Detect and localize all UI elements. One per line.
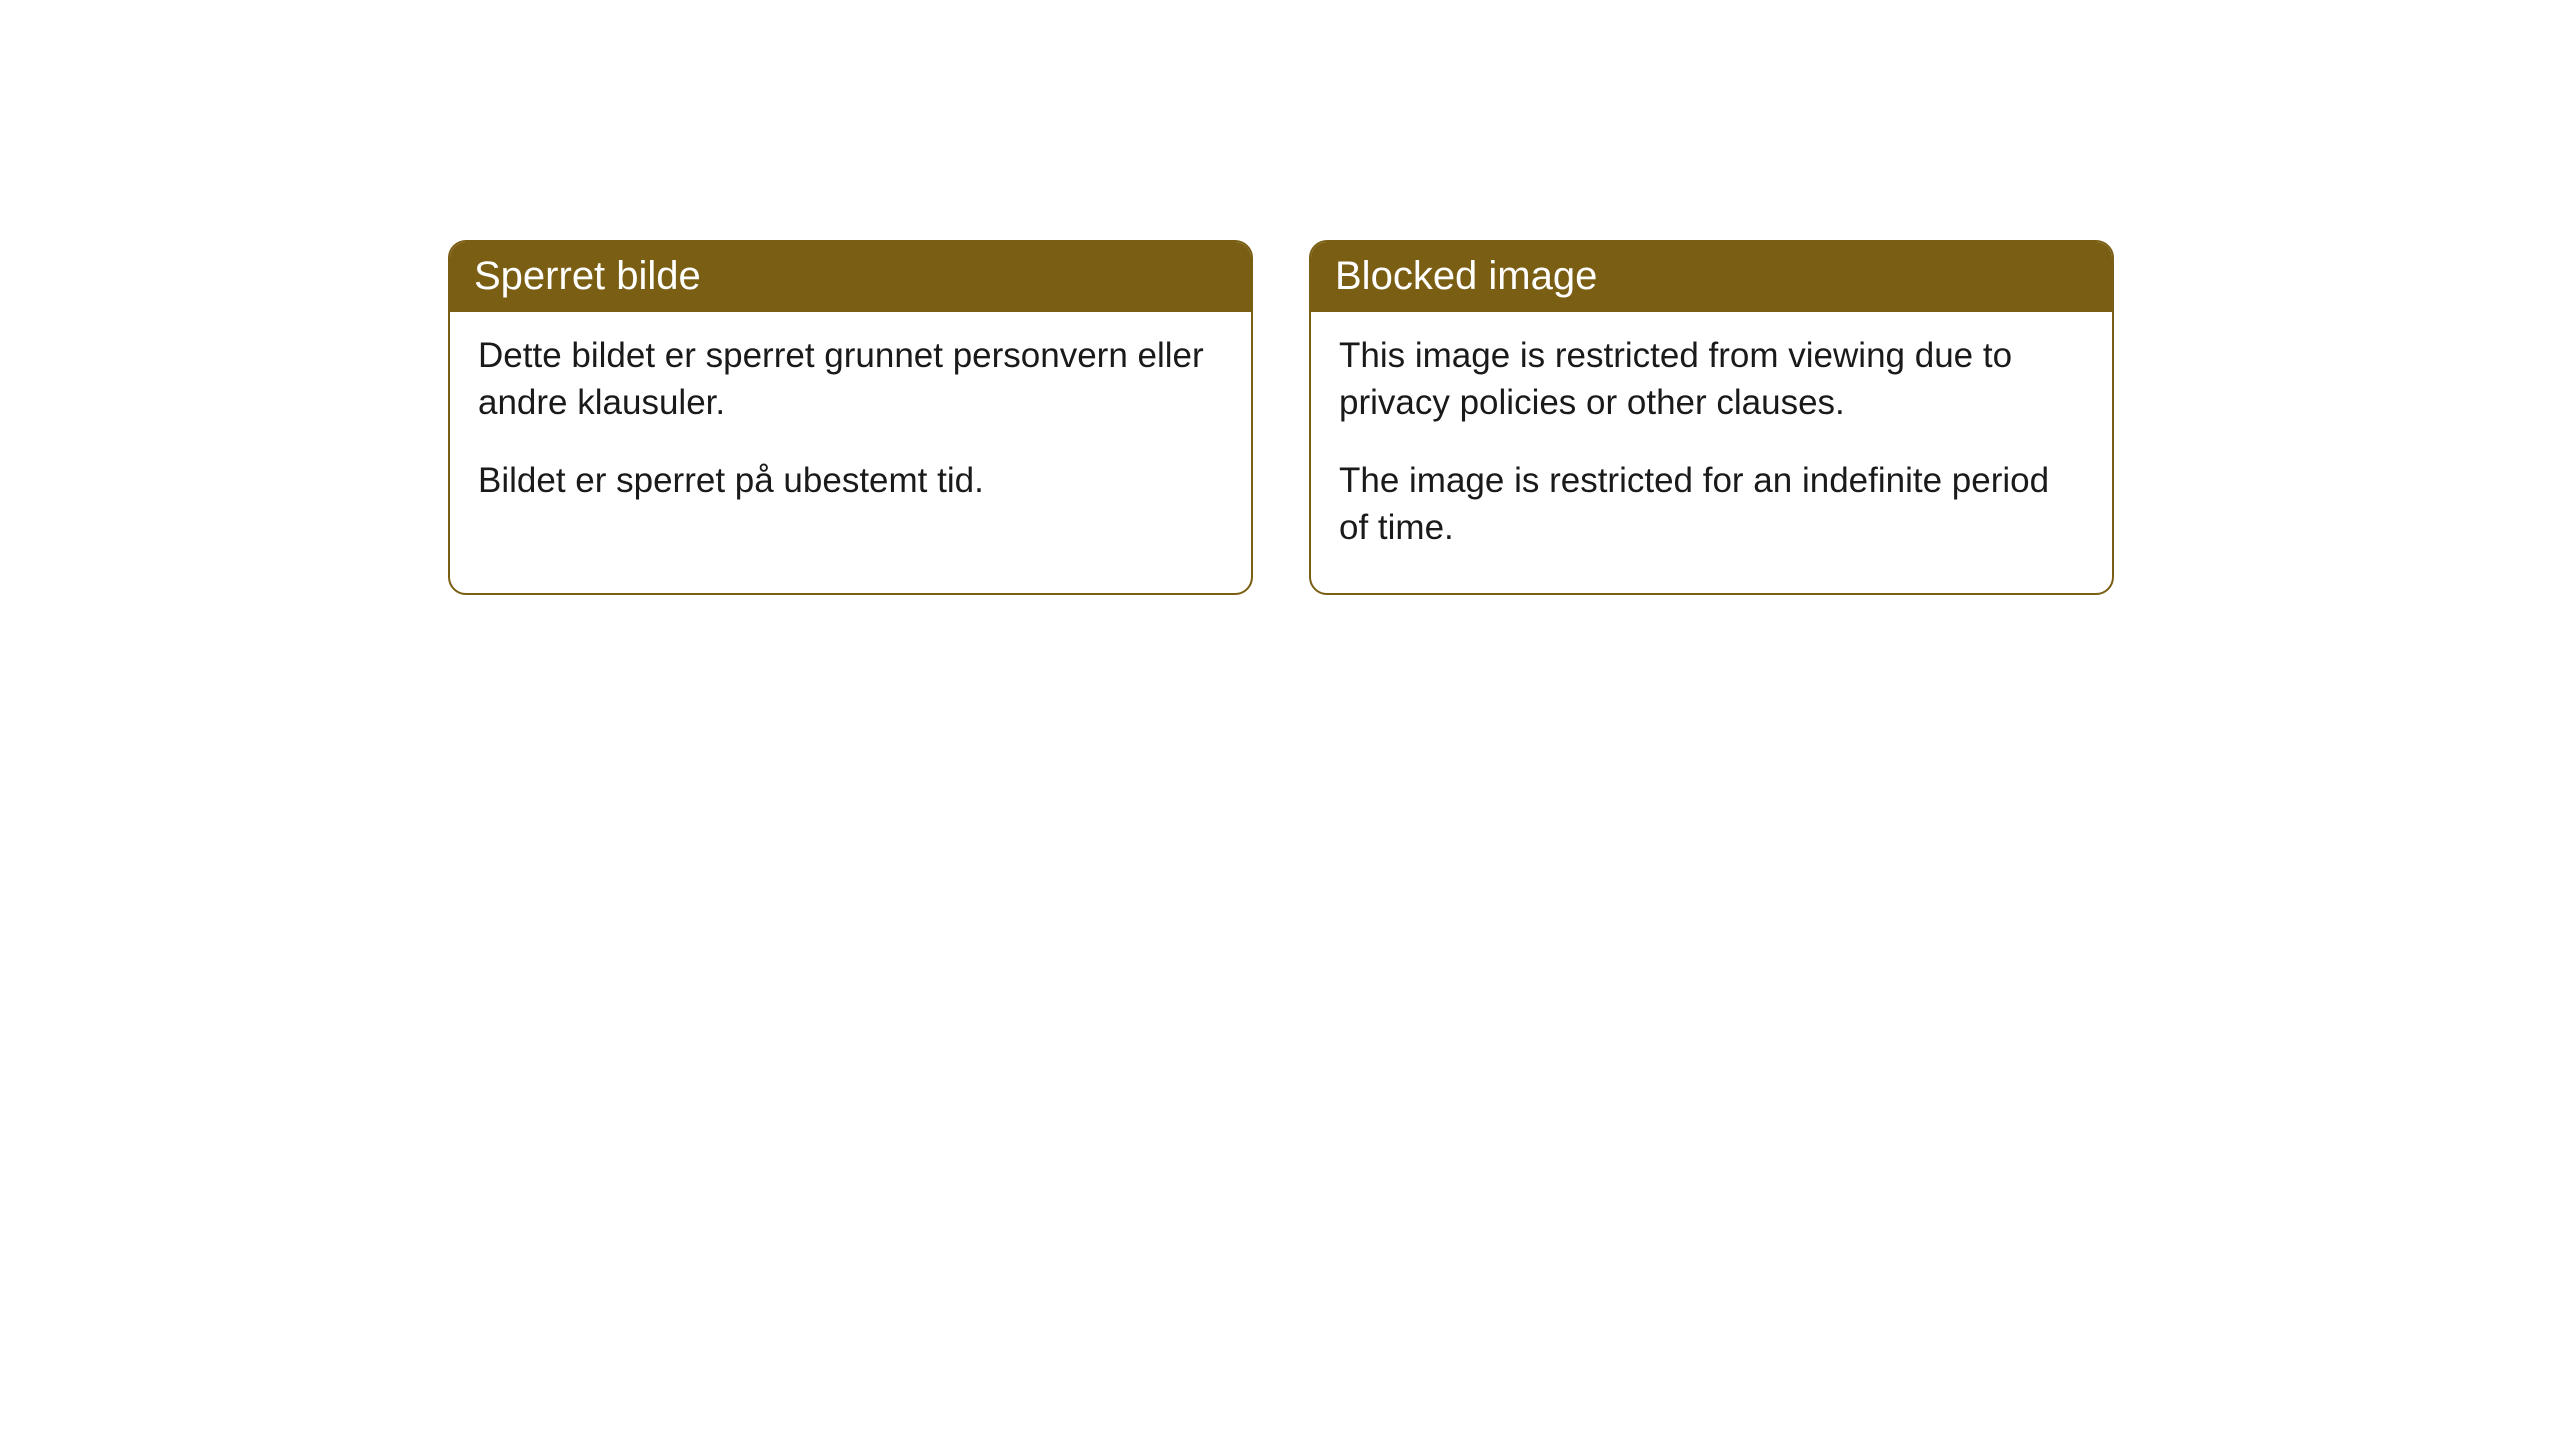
- card-paragraph: This image is restricted from viewing du…: [1339, 332, 2084, 427]
- card-body: Dette bildet er sperret grunnet personve…: [450, 312, 1251, 546]
- card-paragraph: Dette bildet er sperret grunnet personve…: [478, 332, 1223, 427]
- notice-cards-container: Sperret bilde Dette bildet er sperret gr…: [448, 240, 2114, 595]
- card-paragraph: The image is restricted for an indefinit…: [1339, 457, 2084, 552]
- notice-card-english: Blocked image This image is restricted f…: [1309, 240, 2114, 595]
- card-header: Blocked image: [1311, 242, 2112, 312]
- card-header: Sperret bilde: [450, 242, 1251, 312]
- card-title: Sperret bilde: [474, 254, 701, 298]
- card-title: Blocked image: [1335, 254, 1597, 298]
- card-paragraph: Bildet er sperret på ubestemt tid.: [478, 457, 1223, 504]
- notice-card-norwegian: Sperret bilde Dette bildet er sperret gr…: [448, 240, 1253, 595]
- card-body: This image is restricted from viewing du…: [1311, 312, 2112, 593]
